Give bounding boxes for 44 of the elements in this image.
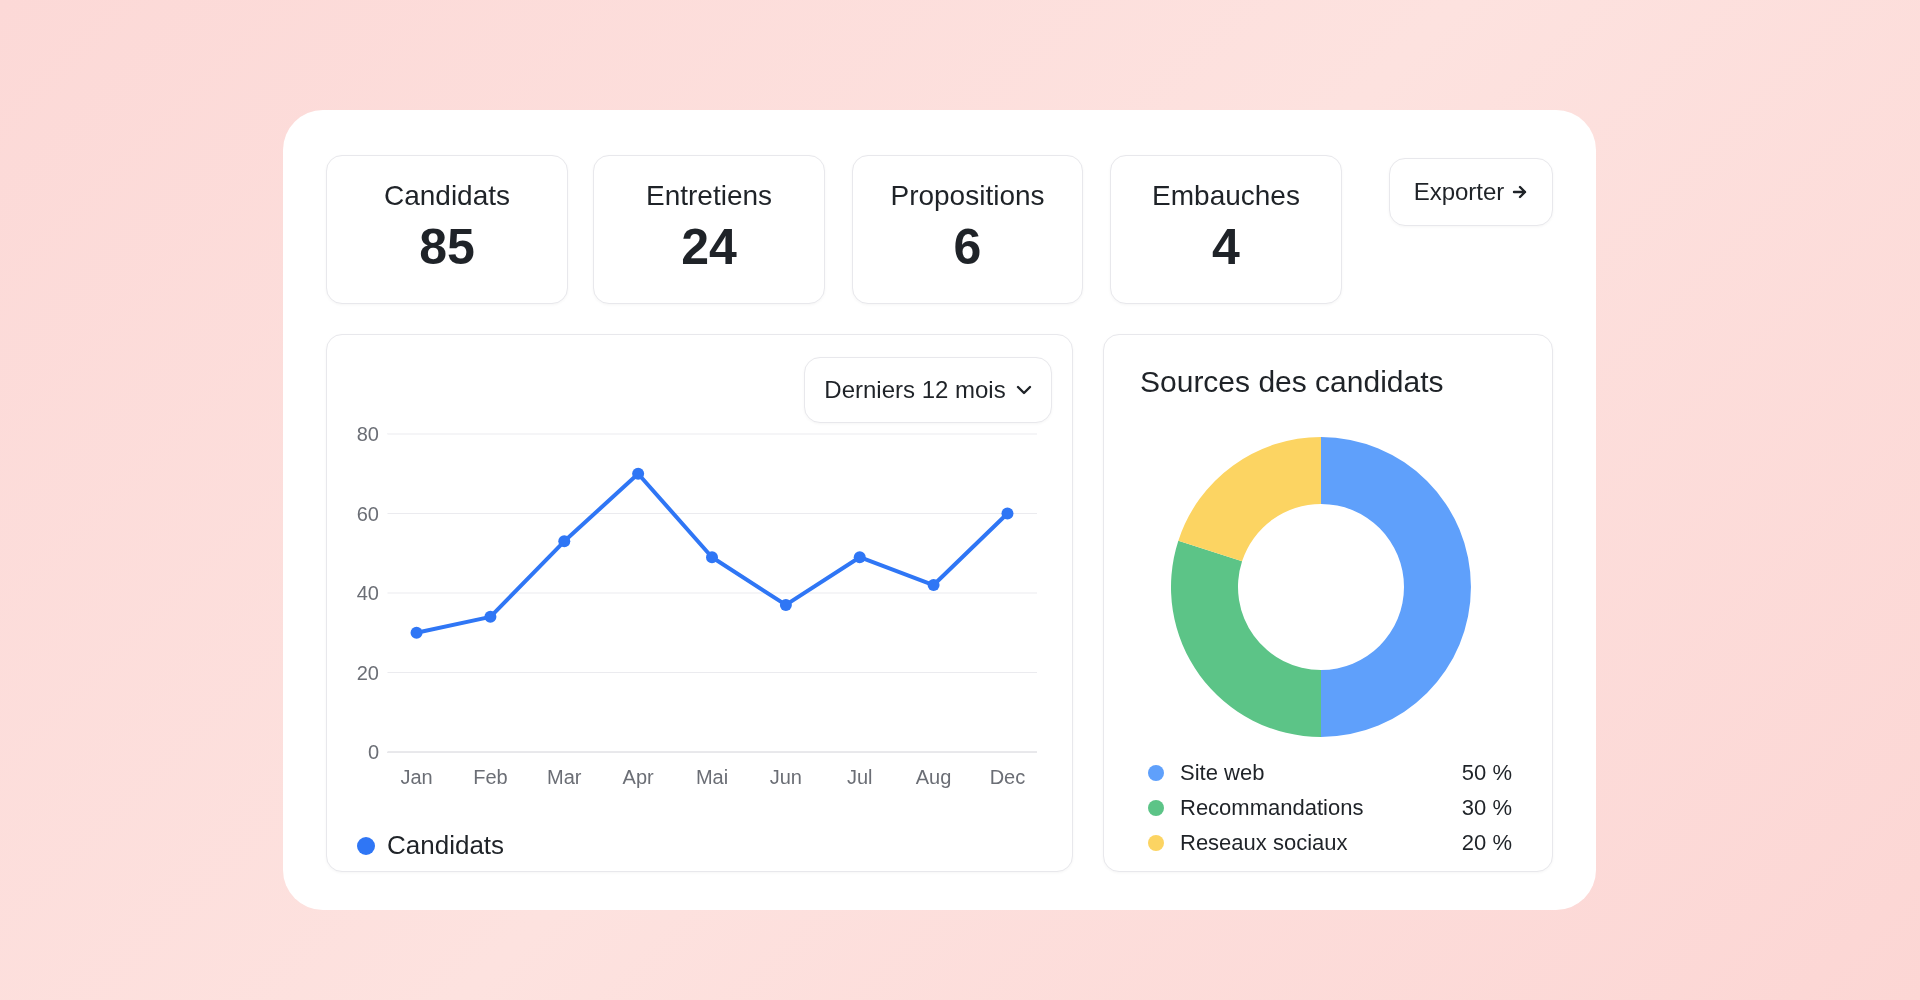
x-tick-label: Aug bbox=[915, 766, 952, 789]
x-tick-label: Mar bbox=[547, 766, 582, 789]
x-tick-label: Dec bbox=[989, 766, 1026, 789]
y-tick-label: 0 bbox=[367, 741, 379, 764]
point bbox=[632, 467, 645, 480]
data-label: 6 bbox=[952, 218, 983, 276]
y-tick-label: 40 bbox=[356, 582, 379, 605]
x-tick-label: Jun bbox=[769, 766, 802, 789]
legend-label: Site web bbox=[1180, 759, 1266, 786]
y-tick-label: 60 bbox=[356, 502, 379, 525]
point bbox=[410, 626, 423, 639]
data-label: 85 bbox=[418, 218, 476, 276]
donut-slice bbox=[1321, 437, 1471, 737]
text: Exporter bbox=[1413, 178, 1505, 206]
point bbox=[558, 535, 571, 548]
y-tick-label: 20 bbox=[356, 661, 379, 684]
data-label: 24 bbox=[680, 218, 738, 276]
point bbox=[853, 551, 866, 564]
donut-slice bbox=[1171, 540, 1321, 737]
x-tick-label: Jan bbox=[400, 766, 433, 789]
point bbox=[706, 551, 718, 564]
point bbox=[1001, 507, 1014, 520]
point bbox=[484, 610, 497, 623]
data-label: 30 % bbox=[1461, 794, 1512, 821]
point bbox=[779, 598, 792, 611]
point bbox=[927, 579, 940, 592]
data-label: 50 % bbox=[1461, 759, 1512, 786]
legend-label: Recommandations bbox=[1180, 794, 1365, 821]
x-tick-label: Jul bbox=[846, 766, 873, 789]
data-label: 20 % bbox=[1461, 829, 1512, 856]
data-label: 4 bbox=[1211, 218, 1241, 276]
category-label: Candidats bbox=[382, 180, 512, 212]
y-tick-label: 80 bbox=[356, 423, 379, 446]
x-tick-label: Apr bbox=[622, 766, 655, 789]
category-label: Embauches bbox=[1151, 180, 1301, 212]
legend-label: Candidats bbox=[387, 830, 505, 861]
donut-slice bbox=[1178, 437, 1321, 562]
category-label: Entretiens bbox=[644, 180, 774, 212]
chart-title: Sources des candidats bbox=[1140, 365, 1444, 399]
legend-label: Reseaux sociaux bbox=[1180, 829, 1349, 856]
text: Derniers 12 mois bbox=[824, 376, 1006, 404]
x-tick-label: Mai bbox=[695, 766, 729, 789]
category-label: Propositions bbox=[889, 180, 1046, 212]
x-tick-label: Feb bbox=[473, 766, 508, 789]
